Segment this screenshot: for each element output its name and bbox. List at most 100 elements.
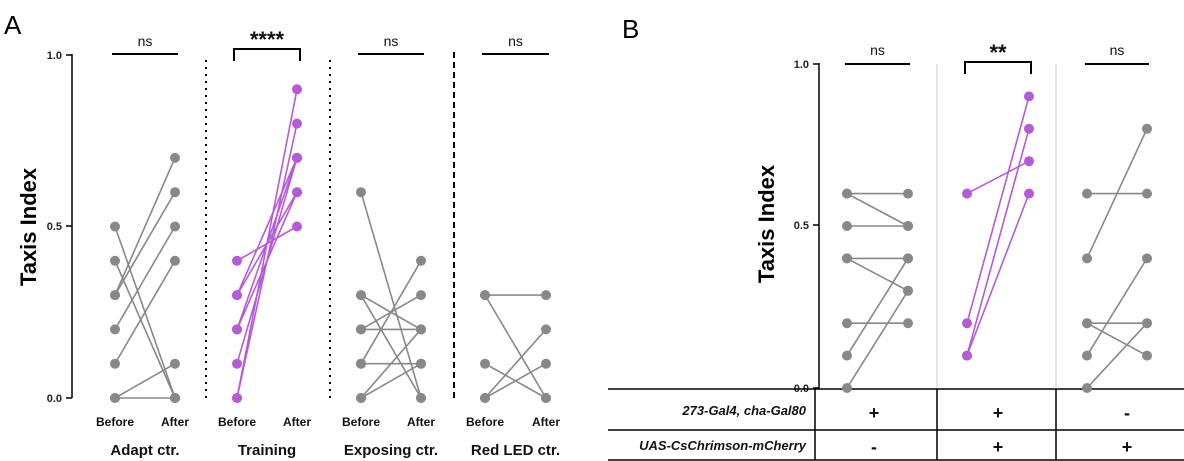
before-point [1082, 318, 1092, 329]
panel-a-y-tick-label: 0.0 [47, 393, 62, 405]
paired-line [236, 89, 298, 399]
after-point [1142, 123, 1152, 134]
after-point [1142, 350, 1152, 361]
paired-line [1086, 322, 1148, 389]
x-tick-label: After [283, 415, 311, 429]
panel-b-y-tick-label: 1.0 [794, 59, 809, 71]
genotype-cell: - [871, 437, 877, 457]
paired-line [114, 260, 176, 399]
before-point [232, 324, 242, 335]
paired-line [360, 328, 422, 399]
after-point [170, 255, 180, 266]
after-point [170, 358, 180, 369]
after-point [170, 187, 180, 198]
paired-line [114, 191, 176, 296]
paired-line [966, 128, 1030, 356]
after-point [541, 324, 551, 335]
significance-label: ** [989, 40, 1007, 65]
genotype-cell: + [993, 403, 1004, 423]
group-label: Red LED ctr. [471, 442, 560, 459]
panel-a-letter: A [4, 10, 22, 40]
before-point [1082, 350, 1092, 361]
paired-line [360, 260, 422, 365]
after-point [292, 221, 302, 232]
before-point [110, 221, 120, 232]
before-point [480, 358, 490, 369]
before-point [110, 255, 120, 266]
paired-line [1086, 128, 1148, 259]
after-point [292, 187, 302, 198]
after-point [170, 152, 180, 163]
before-point [356, 358, 366, 369]
after-point [416, 324, 426, 335]
after-point [1142, 253, 1152, 264]
before-point [962, 188, 972, 199]
paired-line [1086, 322, 1148, 357]
before-point [1082, 188, 1092, 199]
before-point [232, 290, 242, 301]
paired-line [846, 257, 909, 357]
paired-line [114, 157, 176, 296]
after-point [1024, 188, 1034, 199]
paired-line [484, 294, 547, 399]
before-point [842, 253, 852, 264]
after-point [1024, 123, 1034, 134]
paired-line [1086, 257, 1148, 357]
after-point [541, 358, 551, 369]
paired-line [846, 192, 909, 227]
paired-line [114, 363, 176, 399]
after-point [903, 285, 913, 296]
x-tick-label: Before [218, 415, 256, 429]
significance-label: ns [1110, 42, 1125, 58]
after-point [1024, 156, 1034, 167]
paired-line [114, 260, 176, 365]
panel-b-letter: B [622, 14, 639, 44]
panel-a-y-tick-label: 0.5 [47, 221, 62, 233]
significance-label: **** [250, 27, 285, 52]
after-point [292, 152, 302, 163]
before-point [232, 358, 242, 369]
x-tick-label: After [161, 415, 189, 429]
before-point [842, 188, 852, 199]
panel-a-y-axis-label: Taxis Index [16, 167, 41, 286]
after-point [416, 255, 426, 266]
genotype-cell: - [1124, 403, 1130, 423]
paired-line [236, 157, 298, 296]
significance-label: ns [384, 33, 399, 49]
x-tick-label: Before [96, 415, 134, 429]
x-tick-label: After [407, 415, 435, 429]
after-point [1142, 188, 1152, 199]
panel-b-y-tick-label: 0.5 [794, 220, 809, 232]
before-point [356, 324, 366, 335]
after-point [292, 84, 302, 95]
after-point [903, 253, 913, 264]
panel-b-y-axis-label: Taxis Index [754, 164, 779, 283]
paired-line [966, 96, 1030, 324]
paired-line [360, 294, 422, 399]
group-label: Training [238, 442, 296, 459]
before-point [842, 350, 852, 361]
before-point [356, 393, 366, 403]
before-point [110, 358, 120, 369]
after-point [170, 393, 180, 403]
before-point [232, 255, 242, 266]
genotype-cell: + [993, 437, 1004, 457]
after-point [903, 188, 913, 199]
before-point [962, 350, 972, 361]
significance-label: ns [138, 33, 153, 49]
after-point [416, 358, 426, 369]
genotype-row-label: UAS-CsChrimson-mCherry [639, 438, 807, 453]
significance-bracket [233, 48, 301, 61]
before-point [842, 383, 852, 393]
before-point [1082, 383, 1092, 393]
significance-label: ns [508, 33, 523, 49]
after-point [416, 290, 426, 301]
after-point [903, 318, 913, 329]
before-point [356, 290, 366, 301]
paired-line [966, 193, 1030, 356]
genotype-cell: + [1122, 437, 1133, 457]
before-point [232, 393, 242, 403]
x-tick-label: After [532, 415, 560, 429]
before-point [962, 318, 972, 329]
after-point [416, 393, 426, 403]
